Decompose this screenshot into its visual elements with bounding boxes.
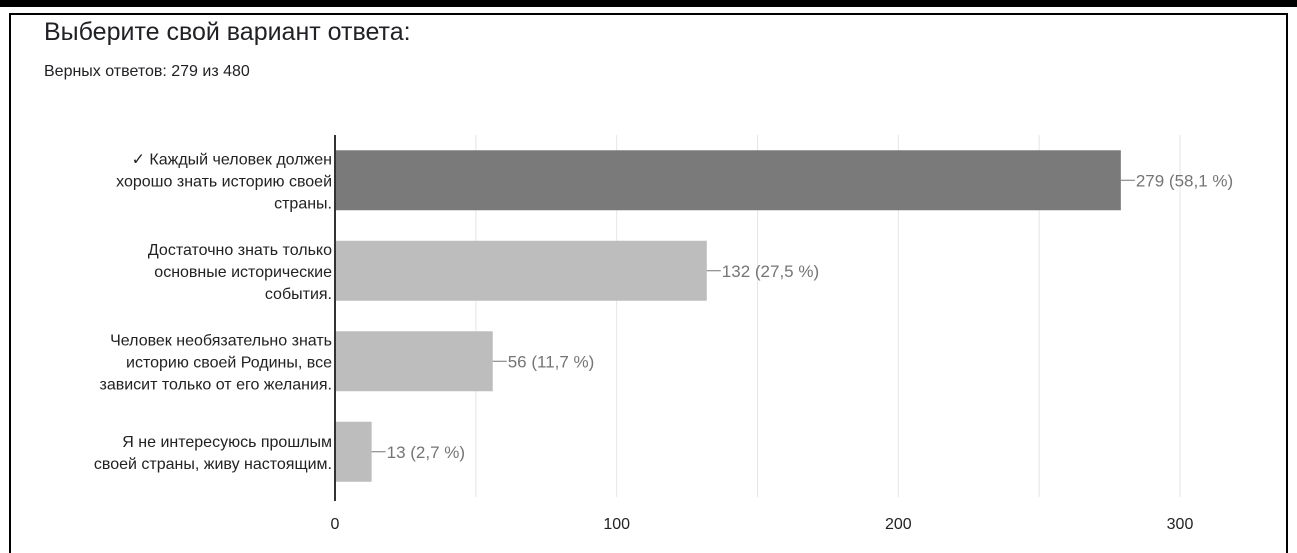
x-tick-label: 100 [603, 516, 630, 533]
chart-labels: 279 (58,1 %) ✓ Каждый человек должен хорош… [94, 151, 1233, 473]
value-label-3: 56 (11,7 %) [508, 352, 595, 371]
category-label-1: ✓ Каждый человек должен хорошо знать исто… [116, 151, 332, 212]
value-label-4: 13 (2,7 %) [387, 443, 465, 462]
value-label-1: 279 (58,1 %) [1136, 171, 1233, 190]
bar-4 [335, 421, 372, 482]
top-border-bar [0, 0, 1297, 7]
chart-bars [335, 150, 1135, 482]
chart-axis: 0 100 200 300 [331, 135, 1194, 533]
correct-answers-summary: Верных ответов: 279 из 480 [44, 63, 250, 80]
answers-bar-chart: 0 100 200 300 279 (58,1 %) ✓ Каждый человек … [94, 135, 1233, 533]
x-tick-label: 0 [331, 516, 340, 533]
value-label-2: 132 (27,5 %) [722, 262, 819, 281]
question-title: Выберите свой вариант ответа: [44, 18, 411, 46]
bar-3 [335, 331, 493, 392]
bar-1 [335, 150, 1121, 211]
x-tick-label: 300 [1167, 516, 1194, 533]
category-label-3: Человек необязательно знать историю своей… [99, 332, 332, 393]
bar-2 [335, 240, 707, 301]
x-tick-label: 200 [885, 516, 912, 533]
category-label-2: Достаточно знать только основные историче… [148, 242, 332, 303]
category-label-4: Я не интересуюсь прошлым своей страны, жи… [94, 434, 332, 473]
